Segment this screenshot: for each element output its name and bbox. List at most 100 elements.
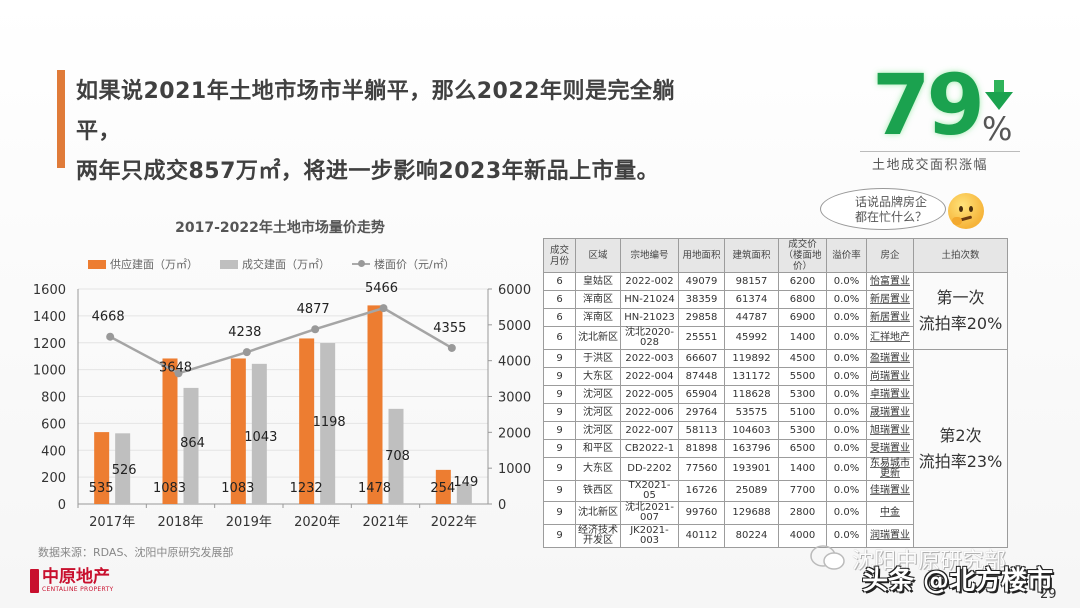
table-cell: 佳瑞置业 <box>866 480 914 502</box>
table-cell: 80224 <box>724 524 779 548</box>
logo-mark-icon <box>30 568 39 593</box>
right-axis-tick: 0 <box>498 498 506 513</box>
table-cell: 和平区 <box>575 439 621 458</box>
left-axis-tick: 1000 <box>33 364 66 379</box>
table-cell: 5300 <box>778 385 827 404</box>
table-cell: 61374 <box>724 290 779 309</box>
table-cell: 晟瑞置业 <box>866 403 914 422</box>
table-cell: 沈北2020-028 <box>620 326 679 350</box>
down-arrow-icon <box>985 80 1013 110</box>
table-cell: 6900 <box>778 308 827 327</box>
table-cell: 卓瑞置业 <box>866 385 914 404</box>
left-axis-tick: 200 <box>41 471 66 486</box>
data-label-price: 4877 <box>297 302 330 317</box>
land-auction-table: 成交月份 区域 宗地编号 用地面积 建筑面积 成交价（楼面地价） 溢价率 房企 土拍次数 6 皇姑… <box>543 238 1008 548</box>
table-header: 房企 <box>866 238 914 273</box>
table-cell: 104603 <box>724 421 779 440</box>
legend-swatch-orange <box>88 259 106 269</box>
speech-bubble: 话说品牌房企 都在忙什么？ <box>820 188 946 230</box>
table-cell: 2022-004 <box>620 367 679 386</box>
table-cell: 润瑞置业 <box>866 524 914 548</box>
price-marker <box>106 332 115 341</box>
right-axis-tick: 6000 <box>498 283 531 298</box>
data-label-supply: 1083 <box>221 481 254 496</box>
table-cell: 77560 <box>678 457 725 481</box>
table-cell: 25089 <box>724 480 779 502</box>
table-cell: 87448 <box>678 367 725 386</box>
table-cell: 66607 <box>678 349 725 368</box>
left-axis-tick: 800 <box>41 391 66 406</box>
table-cell: 9 <box>543 439 576 458</box>
table-cell: 新居置业 <box>866 290 914 309</box>
wechat-icon <box>810 545 845 570</box>
bubble-line-1: 话说品牌房企 <box>855 195 928 209</box>
chart-title: 2017-2022年土地市场量价走势 <box>175 220 385 236</box>
right-axis-tick: 3000 <box>498 391 531 406</box>
table-cell: 9 <box>543 385 576 404</box>
headline-line-2: 两年只成交857万㎡，将进一步影响2023年新品上市量。 <box>76 159 660 184</box>
table-row: 6 皇姑区 2022-002 49079 98157 6200 0.0% 怡富置业 第一次 流拍率… <box>543 272 1008 350</box>
table-cell: 49079 <box>678 272 725 291</box>
data-source: 数据来源：RDAS、沈阳中原研究发展部 <box>38 546 234 559</box>
x-axis-label: 2022年 <box>431 515 477 530</box>
table-cell: 0.0% <box>826 501 867 525</box>
left-axis-tick: 1400 <box>33 310 66 325</box>
table-cell: 6200 <box>778 272 827 291</box>
table-cell: 0.0% <box>826 480 867 502</box>
price-marker <box>242 348 251 357</box>
table-cell: 0.0% <box>826 457 867 481</box>
bar-deal <box>320 343 336 504</box>
price-marker <box>379 304 388 313</box>
kpi-unit: % <box>982 110 1013 148</box>
data-label-deal: 149 <box>453 475 478 490</box>
table-cell: CB2022-1 <box>620 439 679 458</box>
table-cell: 6 <box>543 326 576 350</box>
table-cell: 7700 <box>778 480 827 502</box>
bar-deal <box>456 483 472 504</box>
table-cell: 9 <box>543 501 576 525</box>
table-cell: 沈河区 <box>575 403 621 422</box>
table-cell: 中金 <box>866 501 914 525</box>
data-label-supply: 535 <box>89 481 114 496</box>
table-cell: 浑南区 <box>575 308 621 327</box>
table-cell: 0.0% <box>826 326 867 350</box>
table-row: 9 沈北新区 沈北2021-007 99760 129688 2800 0.0% 中金 <box>543 501 1008 525</box>
bar-supply <box>162 358 178 504</box>
table-header: 用地面积 <box>678 238 725 273</box>
table-cell: 9 <box>543 349 576 368</box>
bubble-line-2: 都在忙什么？ <box>855 210 928 224</box>
x-axis-label: 2019年 <box>226 515 272 530</box>
bar-deal <box>388 408 404 504</box>
legend-item-deal: 成交建面（万㎡） <box>220 256 330 272</box>
data-label-deal: 708 <box>385 449 410 464</box>
bar-supply <box>94 432 110 504</box>
table-cell: 0.0% <box>826 308 867 327</box>
price-marker <box>311 325 320 334</box>
table-cell: 0.0% <box>826 290 867 309</box>
data-label-deal: 526 <box>112 463 137 478</box>
price-line <box>109 306 453 375</box>
table-cell: HN-21024 <box>620 290 679 309</box>
data-label-deal: 1043 <box>244 430 277 445</box>
table-cell: 0.0% <box>826 349 867 368</box>
table-cell: 2022-005 <box>620 385 679 404</box>
x-axis-label: 2017年 <box>89 515 135 530</box>
left-axis-tick: 1600 <box>33 283 66 298</box>
legend-item-price: 楼面价（元/㎡） <box>352 256 455 272</box>
table-cell: 9 <box>543 457 576 481</box>
left-axis-tick: 600 <box>41 417 66 432</box>
table-cell: 6 <box>543 290 576 309</box>
table-row: 9 大东区 DD-2202 77560 193901 1400 0.0% 东易城市更新 <box>543 457 1008 481</box>
table-cell: 25551 <box>678 326 725 350</box>
table-cell: 沈北新区 <box>575 501 621 525</box>
table-cell: TX2021-05 <box>620 480 679 502</box>
watermark-text: 沈阳中原研究部 <box>852 549 1007 574</box>
table-cell: 99760 <box>678 501 725 525</box>
table-cell: 4500 <box>778 349 827 368</box>
table-cell: 怡富置业 <box>866 272 914 291</box>
table-row: 9 沈河区 2022-007 58113 104603 5300 0.0% 旭瑞置业 <box>543 421 1008 440</box>
table-cell: 尚瑞置业 <box>866 367 914 386</box>
legend-swatch-gray <box>220 259 238 269</box>
table-header: 成交月份 <box>543 238 576 273</box>
right-axis-tick: 5000 <box>498 319 531 334</box>
